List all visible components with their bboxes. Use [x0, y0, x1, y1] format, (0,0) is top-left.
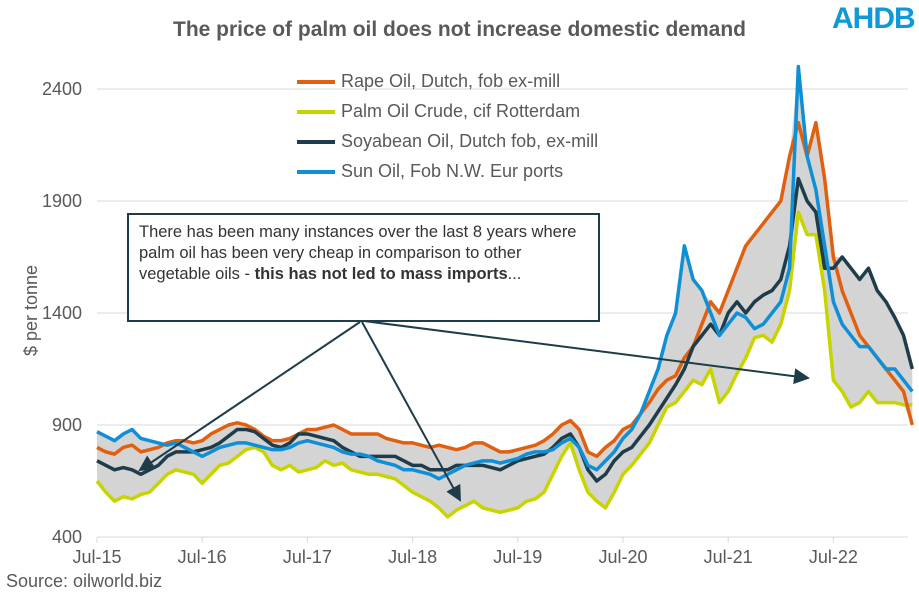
y-tick-label: 2400 [42, 79, 82, 99]
x-tick-label: Jul-18 [388, 547, 437, 567]
legend-swatch [297, 170, 335, 175]
annotation-box: There has been many instances over the l… [127, 213, 600, 322]
legend-item-rape: Rape Oil, Dutch, fob ex-mill [297, 71, 560, 92]
y-tick-label: 1400 [42, 303, 82, 323]
legend-item-sun: Sun Oil, Fob N.W. Eur ports [297, 161, 563, 182]
annotation-tail: ... [507, 265, 522, 283]
x-tick-label: Jul-20 [598, 547, 647, 567]
source-note: Source: oilworld.biz [6, 571, 163, 591]
x-tick-label: Jul-16 [178, 547, 227, 567]
annotation-text: There has been many instances over the l… [139, 223, 577, 283]
x-tick-label: Jul-15 [72, 547, 121, 567]
legend-item-soy: Soyabean Oil, Dutch fob, ex-mill [297, 131, 598, 152]
legend-label: Sun Oil, Fob N.W. Eur ports [341, 161, 564, 181]
ahdb-logo: AHDB [832, 2, 916, 35]
y-tick-label: 1900 [42, 191, 82, 211]
x-tick-label: Jul-19 [493, 547, 542, 567]
spread-band [97, 66, 913, 517]
legend-swatch [297, 80, 335, 85]
legend-swatch [297, 140, 335, 145]
legend-label: Rape Oil, Dutch, fob ex-mill [341, 71, 561, 91]
legend-swatch [297, 110, 335, 115]
legend-label: Soyabean Oil, Dutch fob, ex-mill [341, 131, 599, 151]
x-tick-label: Jul-17 [283, 547, 332, 567]
legend-item-palm: Palm Oil Crude, cif Rotterdam [297, 101, 580, 122]
x-tick-label: Jul-21 [704, 547, 753, 567]
y-tick-label: 400 [52, 527, 82, 547]
chart-title: The price of palm oil does not increase … [173, 18, 746, 41]
y-tick-label: 900 [52, 415, 82, 435]
annotation-bold: this has not led to mass imports [254, 265, 508, 283]
y-axis-label: $ per tonne [21, 264, 42, 357]
x-tick-label: Jul-22 [809, 547, 858, 567]
legend-label: Palm Oil Crude, cif Rotterdam [341, 101, 581, 121]
